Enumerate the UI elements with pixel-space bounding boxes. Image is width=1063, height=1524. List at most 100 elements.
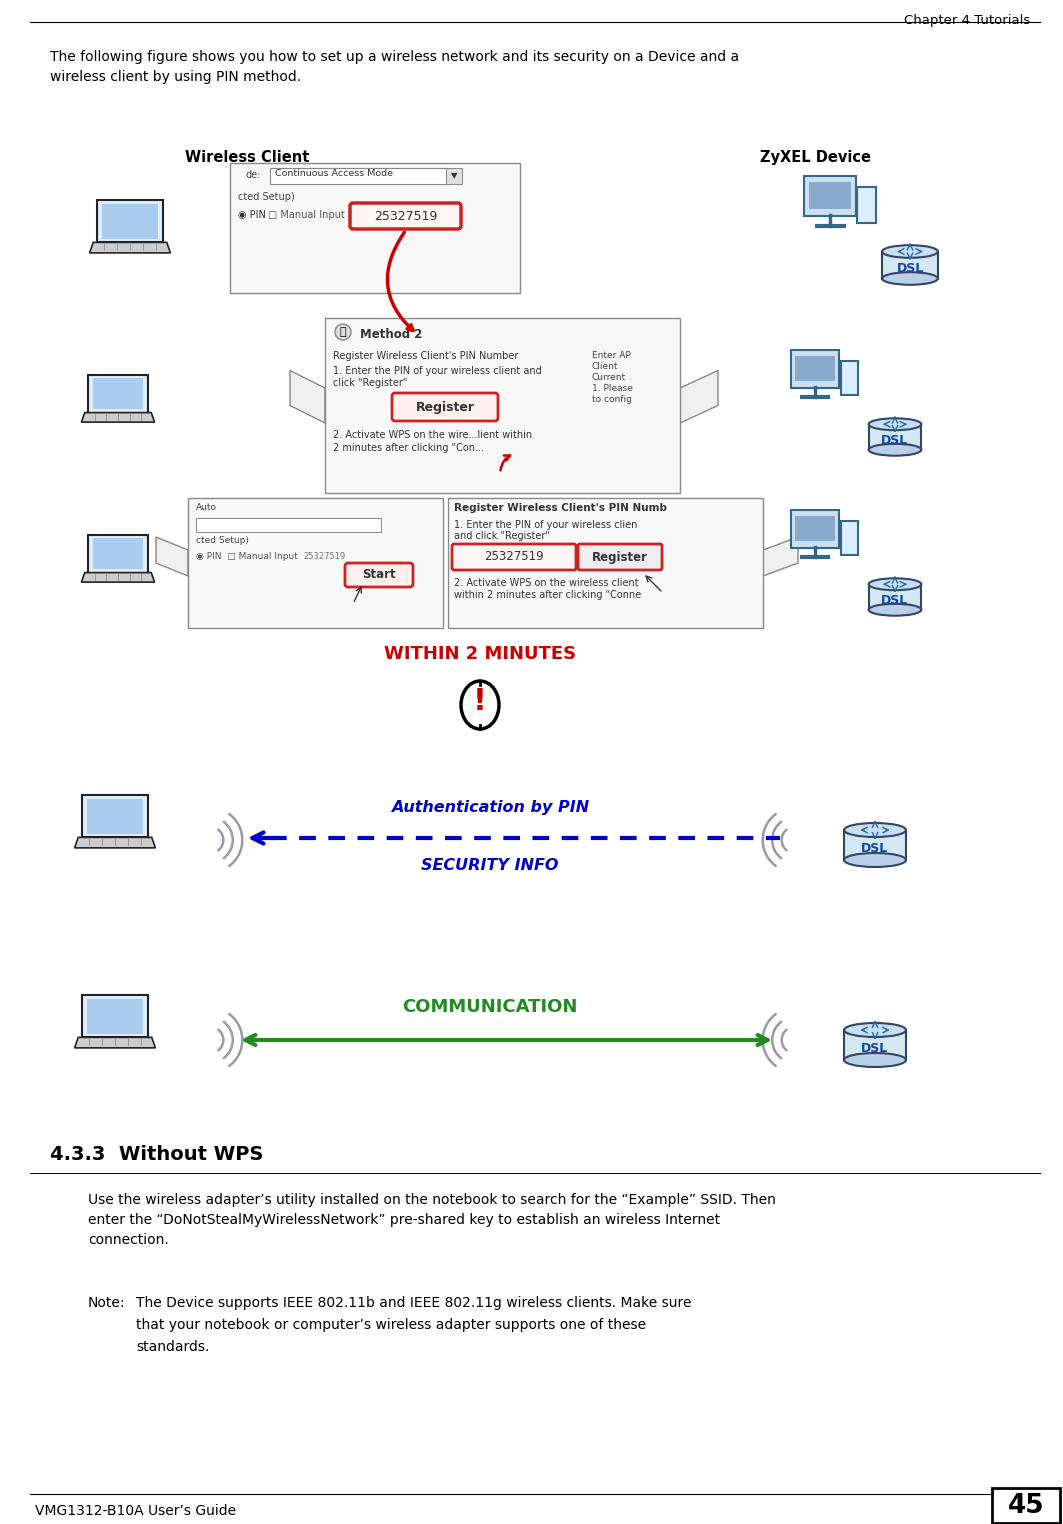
Ellipse shape (844, 853, 906, 867)
Ellipse shape (882, 273, 938, 285)
Text: cted Setup): cted Setup) (196, 536, 249, 546)
Text: SECURITY INFO: SECURITY INFO (421, 858, 559, 873)
Text: 45: 45 (1008, 1494, 1044, 1519)
Ellipse shape (868, 418, 922, 430)
Ellipse shape (844, 1053, 906, 1067)
Text: ◉ PIN: ◉ PIN (238, 210, 266, 219)
Polygon shape (82, 573, 154, 582)
Text: de:: de: (244, 171, 260, 180)
FancyBboxPatch shape (578, 544, 662, 570)
Polygon shape (89, 242, 170, 253)
Text: and click "Register": and click "Register" (454, 530, 550, 541)
Text: Use the wireless adapter’s utility installed on the notebook to search for the “: Use the wireless adapter’s utility insta… (88, 1193, 776, 1247)
Text: Start: Start (362, 568, 395, 582)
Polygon shape (82, 995, 148, 1038)
Text: 2 minutes after clicking "Con...: 2 minutes after clicking "Con... (333, 443, 484, 453)
Polygon shape (156, 536, 188, 576)
Text: The following figure shows you how to set up a wireless network and its security: The following figure shows you how to se… (50, 50, 739, 84)
Text: ▼: ▼ (451, 172, 457, 180)
Text: Chapter 4 Tutorials: Chapter 4 Tutorials (904, 14, 1030, 27)
Polygon shape (102, 204, 158, 239)
Text: Continuous Access Mode: Continuous Access Mode (200, 520, 313, 527)
Text: VMG1312-B10A User’s Guide: VMG1312-B10A User’s Guide (35, 1504, 236, 1518)
Text: cted Setup): cted Setup) (238, 192, 294, 203)
Polygon shape (763, 536, 798, 576)
Text: Method 2: Method 2 (360, 328, 422, 341)
Text: 25327519: 25327519 (374, 209, 438, 223)
Text: Note:: Note: (88, 1295, 125, 1311)
FancyBboxPatch shape (795, 515, 834, 541)
FancyBboxPatch shape (844, 831, 906, 860)
Text: 2. Activate WPS on the wireless client: 2. Activate WPS on the wireless client (454, 578, 639, 588)
Text: 2. Activate WPS on the wire...lient within: 2. Activate WPS on the wire...lient with… (333, 430, 533, 440)
Polygon shape (87, 799, 142, 834)
FancyBboxPatch shape (791, 351, 840, 389)
Text: Auto: Auto (196, 503, 217, 512)
Ellipse shape (844, 823, 906, 837)
FancyBboxPatch shape (882, 251, 938, 279)
Text: Register Wireless Client's PIN Numb: Register Wireless Client's PIN Numb (454, 503, 667, 514)
FancyBboxPatch shape (841, 521, 858, 555)
Text: Authentication by PIN: Authentication by PIN (391, 800, 589, 815)
FancyBboxPatch shape (791, 511, 840, 549)
Text: Register: Register (416, 401, 474, 413)
Polygon shape (82, 796, 148, 837)
Text: standards.: standards. (136, 1340, 209, 1353)
Text: DSL: DSL (861, 841, 889, 855)
Text: click "Register": click "Register" (333, 378, 407, 389)
FancyBboxPatch shape (868, 424, 922, 450)
Text: 25327519: 25327519 (303, 552, 345, 561)
FancyBboxPatch shape (270, 168, 450, 184)
FancyBboxPatch shape (448, 498, 763, 628)
Ellipse shape (844, 1023, 906, 1036)
FancyBboxPatch shape (841, 361, 858, 395)
Text: 1. Please: 1. Please (592, 384, 632, 393)
Polygon shape (74, 1038, 155, 1049)
Text: WITHIN 2 MINUTES: WITHIN 2 MINUTES (384, 645, 576, 663)
FancyBboxPatch shape (805, 177, 856, 216)
Polygon shape (74, 837, 155, 847)
Text: Enter AP: Enter AP (592, 351, 630, 360)
Text: 4.3.3  Without WPS: 4.3.3 Without WPS (50, 1145, 264, 1164)
Text: !: ! (473, 686, 487, 715)
Text: 1. Enter the PIN of your wireless clien: 1. Enter the PIN of your wireless clien (454, 520, 638, 530)
FancyBboxPatch shape (809, 181, 850, 209)
FancyBboxPatch shape (452, 544, 576, 570)
Text: Continuous Access Mode: Continuous Access Mode (275, 169, 393, 178)
FancyBboxPatch shape (345, 562, 414, 587)
FancyBboxPatch shape (392, 393, 497, 421)
Polygon shape (680, 370, 718, 424)
Ellipse shape (461, 681, 499, 728)
Text: Wireless Client: Wireless Client (185, 149, 309, 165)
Polygon shape (88, 375, 148, 413)
Ellipse shape (882, 245, 938, 258)
Text: 25327519: 25327519 (484, 550, 544, 564)
Text: Current: Current (592, 373, 626, 383)
Ellipse shape (868, 604, 922, 616)
Text: Register: Register (592, 550, 648, 564)
FancyBboxPatch shape (844, 1030, 906, 1061)
Text: DSL: DSL (881, 433, 909, 447)
Text: Register Wireless Client's PIN Number: Register Wireless Client's PIN Number (333, 351, 519, 361)
Text: □ Manual Input: □ Manual Input (268, 210, 344, 219)
Ellipse shape (868, 443, 922, 456)
FancyBboxPatch shape (188, 498, 443, 628)
Polygon shape (290, 370, 325, 424)
Text: DSL: DSL (861, 1041, 889, 1055)
Polygon shape (97, 200, 163, 242)
Text: The Device supports IEEE 802.11b and IEEE 802.11g wireless clients. Make sure: The Device supports IEEE 802.11b and IEE… (136, 1295, 692, 1311)
FancyBboxPatch shape (858, 187, 876, 223)
Polygon shape (92, 378, 144, 410)
FancyBboxPatch shape (795, 355, 834, 381)
Text: 1. Enter the PIN of your wireless client and: 1. Enter the PIN of your wireless client… (333, 366, 542, 376)
FancyBboxPatch shape (446, 168, 462, 184)
Text: Client: Client (592, 363, 619, 370)
Circle shape (335, 325, 351, 340)
Text: that your notebook or computer’s wireless adapter supports one of these: that your notebook or computer’s wireles… (136, 1318, 646, 1332)
FancyBboxPatch shape (992, 1487, 1060, 1522)
FancyBboxPatch shape (868, 584, 922, 610)
Polygon shape (87, 1000, 142, 1033)
Text: within 2 minutes after clicking "Conne: within 2 minutes after clicking "Conne (454, 590, 641, 600)
Polygon shape (88, 535, 148, 573)
Text: COMMUNICATION: COMMUNICATION (402, 998, 577, 1017)
